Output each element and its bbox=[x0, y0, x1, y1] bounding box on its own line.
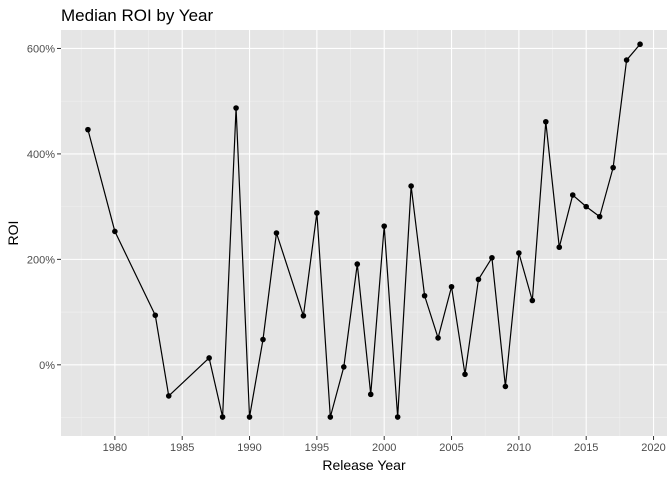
data-point bbox=[529, 297, 536, 304]
x-tick-label: 1980 bbox=[103, 442, 127, 454]
y-tick-label: 0% bbox=[39, 360, 55, 372]
data-point bbox=[85, 126, 91, 133]
data-point bbox=[637, 41, 643, 48]
data-point bbox=[435, 335, 441, 341]
x-tick-label: 2015 bbox=[574, 442, 598, 454]
data-point bbox=[489, 254, 495, 261]
data-point bbox=[112, 228, 118, 235]
data-point bbox=[408, 183, 414, 189]
data-point bbox=[273, 230, 280, 236]
data-point bbox=[367, 391, 374, 398]
data-point bbox=[623, 57, 630, 63]
minor-gridlines bbox=[61, 30, 667, 436]
data-point bbox=[314, 210, 320, 216]
data-point bbox=[596, 213, 603, 220]
data-point bbox=[502, 383, 509, 390]
data-point bbox=[610, 164, 616, 171]
x-axis: 1980 1985 1990 1995 2000 2005 2010 2015 2020 bbox=[103, 436, 666, 454]
x-tick-label: 1985 bbox=[170, 442, 194, 454]
data-point bbox=[233, 105, 239, 111]
data-point bbox=[516, 250, 522, 256]
data-point bbox=[394, 414, 401, 420]
data-point bbox=[583, 203, 589, 210]
x-tick-label: 1990 bbox=[237, 442, 261, 454]
data-point bbox=[152, 312, 159, 319]
series-roi bbox=[85, 41, 643, 420]
x-tick-label: 2000 bbox=[372, 442, 396, 454]
x-tick-label: 2005 bbox=[439, 442, 463, 454]
data-point bbox=[421, 292, 428, 299]
series-line bbox=[87, 43, 641, 418]
data-point bbox=[300, 312, 307, 319]
data-point bbox=[341, 364, 347, 370]
data-point bbox=[569, 192, 576, 198]
y-tick-label: 200% bbox=[27, 254, 55, 266]
data-point bbox=[219, 414, 226, 420]
y-axis-title: ROI bbox=[5, 221, 21, 246]
data-point bbox=[543, 118, 549, 125]
chart-title: Median ROI by Year bbox=[61, 6, 213, 25]
x-tick-label: 2010 bbox=[507, 442, 531, 454]
data-point bbox=[246, 414, 253, 420]
x-tick-label: 1995 bbox=[305, 442, 329, 454]
data-point bbox=[260, 336, 266, 343]
data-point bbox=[448, 283, 455, 290]
data-point bbox=[165, 393, 172, 399]
x-axis-title: Release Year bbox=[322, 457, 406, 473]
data-point bbox=[475, 276, 482, 283]
y-axis: 0% 200% 400% 600% bbox=[27, 43, 61, 372]
data-point bbox=[556, 244, 563, 251]
data-point bbox=[381, 223, 388, 229]
data-point bbox=[354, 261, 361, 267]
data-point bbox=[206, 355, 212, 361]
x-tick-label: 2020 bbox=[641, 442, 665, 454]
y-tick-label: 400% bbox=[27, 149, 55, 161]
data-point bbox=[462, 371, 468, 378]
plot-panel bbox=[61, 30, 667, 436]
y-tick-label: 600% bbox=[27, 43, 55, 55]
data-point bbox=[327, 414, 334, 420]
